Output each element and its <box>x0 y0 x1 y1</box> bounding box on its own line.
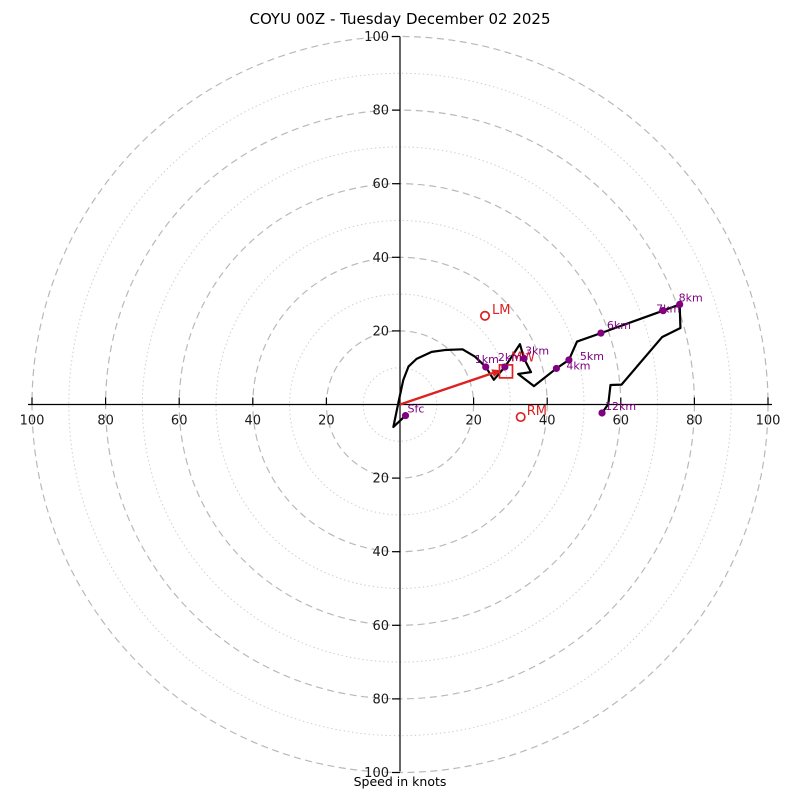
level-label-2km: 2km <box>498 351 522 364</box>
storm-marker-rm-circle <box>515 411 526 423</box>
x-axis-tick-label: 40 <box>539 414 556 429</box>
level-marker-2km <box>501 363 509 371</box>
y-axis-tick-label: 40 <box>372 251 389 266</box>
y-axis-tick-label: 100 <box>364 30 389 45</box>
level-marker-1km <box>482 363 490 371</box>
level-label-8km: 8km <box>679 291 703 304</box>
x-axis-tick-label: 60 <box>613 414 630 429</box>
figure-title: COYU 00Z - Tuesday December 02 2025 <box>249 10 551 28</box>
storm-marker-rm-label: RM <box>527 404 547 419</box>
level-marker-12km <box>598 409 606 417</box>
x-axis-tick-label: 100 <box>756 414 781 429</box>
level-marker-8km <box>676 300 684 309</box>
y-axis-tick-label: 20 <box>372 324 389 339</box>
x-axis-tick-label: 80 <box>686 414 703 429</box>
x-axis-tick-label: 80 <box>97 414 114 429</box>
mean-wind-arrow-shaft <box>399 372 494 406</box>
level-marker-3km <box>520 354 528 363</box>
y-axis-tick-label: 80 <box>372 692 389 707</box>
x-axis-tick-label: 40 <box>245 414 262 429</box>
y-axis-tick-label: 40 <box>372 545 389 560</box>
level-label-1km: 1km <box>475 353 499 366</box>
y-axis-tick-label: 80 <box>372 104 389 119</box>
level-label-sfc: Sfc <box>408 403 425 416</box>
level-label-4km: 4km <box>566 359 590 372</box>
level-marker-sfc <box>401 411 410 420</box>
y-axis-tick-label: 60 <box>372 177 389 192</box>
level-label-3km: 3km <box>525 345 549 358</box>
storm-marker-lm-label: LM <box>492 303 510 318</box>
y-axis-tick-label: 60 <box>372 619 389 634</box>
y-axis-tick-label: 100 <box>364 766 389 781</box>
x-axis-tick-label: 20 <box>465 414 482 429</box>
level-label-5km: 5km <box>580 350 604 363</box>
level-marker-7km <box>659 307 667 315</box>
x-axis-tick-label: 60 <box>171 414 188 429</box>
level-label-6km: 6km <box>607 319 631 332</box>
x-axis-tick-label: 100 <box>20 414 45 429</box>
x-axis-tick-label: 20 <box>318 414 335 429</box>
level-marker-6km <box>597 329 605 337</box>
x-axis-label: Speed in knots <box>353 774 447 789</box>
y-axis-tick-label: 20 <box>372 472 389 487</box>
level-label-12km: 12km <box>605 400 636 413</box>
wind-trace-line <box>392 303 682 429</box>
level-marker-5km <box>565 356 573 364</box>
level-marker-4km <box>552 364 561 373</box>
level-label-7km: 7km <box>656 303 680 316</box>
storm-marker-lm-circle <box>479 310 491 321</box>
